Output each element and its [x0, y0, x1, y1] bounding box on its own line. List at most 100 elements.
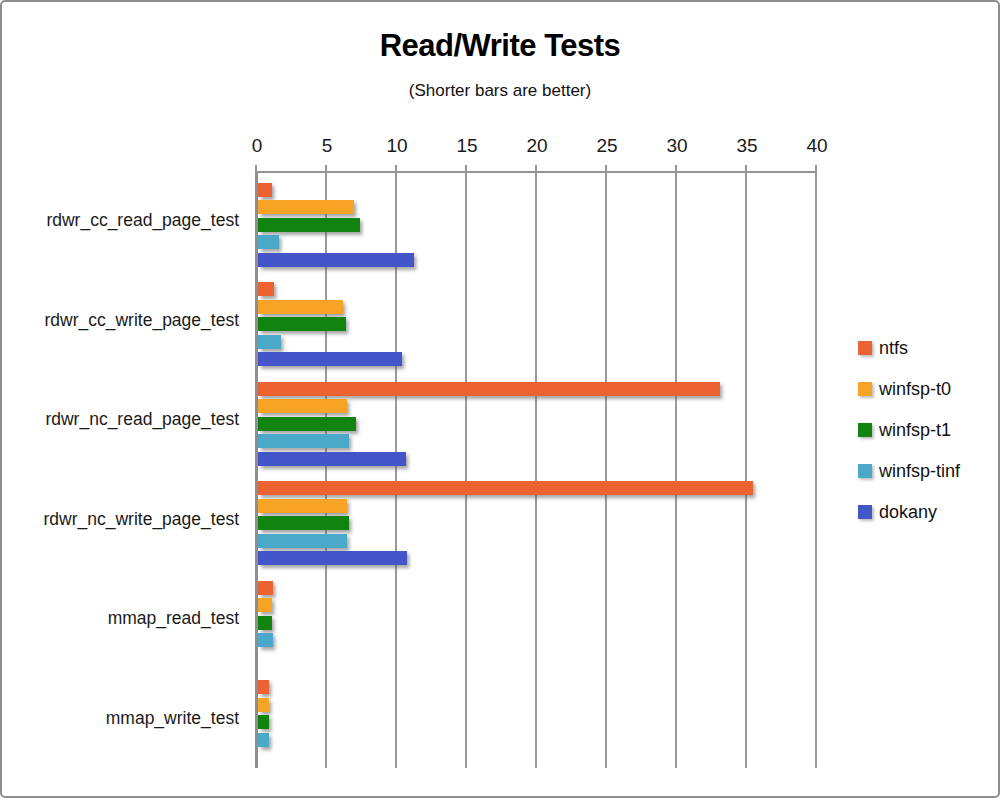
x-tick-label: 30 [666, 135, 687, 157]
axis-tick [605, 165, 607, 172]
category-label: rdwr_cc_read_page_test [2, 171, 242, 271]
x-tick-label: 40 [806, 135, 827, 157]
bar-slot [258, 481, 818, 495]
bar-dokany [258, 253, 415, 267]
legend-label: winfsp-t1 [879, 423, 951, 437]
bar-winfsp-tinf [258, 633, 273, 647]
bar-slot [258, 698, 818, 712]
bar-slot [258, 200, 818, 214]
x-tick-label: 0 [252, 135, 263, 157]
axis-tick [745, 165, 747, 172]
bar-ntfs [258, 680, 269, 694]
bar-winfsp-t1 [258, 317, 346, 331]
bar-slot [258, 516, 818, 530]
axis-tick [465, 165, 467, 172]
x-tick-label: 15 [456, 135, 477, 157]
bar-slot [258, 680, 818, 694]
bar-slot [258, 317, 818, 331]
bar-ntfs [258, 581, 273, 595]
x-tick-label: 25 [596, 135, 617, 157]
bar-group-rdwr_nc_read_page_test [255, 372, 817, 472]
bar-slot [258, 235, 818, 249]
bar-slot [258, 651, 818, 665]
bar-winfsp-t1 [258, 616, 272, 630]
bar-slot [258, 335, 818, 349]
chart-frame: Read/Write Tests (Shorter bars are bette… [0, 0, 1000, 798]
bar-slot [258, 218, 818, 232]
x-tick-label: 20 [526, 135, 547, 157]
legend-item-winfsp-t0: winfsp-t0 [858, 382, 960, 396]
bar-slot [258, 282, 818, 296]
bar-winfsp-t0 [258, 300, 343, 314]
bar-ntfs [258, 282, 275, 296]
legend: ntfs winfsp-t0 winfsp-t1 winfsp-tinf dokany [858, 341, 960, 546]
plot-area [255, 171, 817, 768]
bar-winfsp-t0 [258, 499, 348, 513]
bar-slot [258, 499, 818, 513]
bar-winfsp-t0 [258, 698, 269, 712]
bar-winfsp-tinf [258, 235, 279, 249]
bar-group-rdwr_nc_write_page_test [255, 472, 817, 572]
legend-item-winfsp-tinf: winfsp-tinf [858, 464, 960, 478]
x-tick-label: 35 [736, 135, 757, 157]
bar-slot [258, 598, 818, 612]
bar-slot [258, 253, 818, 267]
legend-item-dokany: dokany [858, 505, 960, 519]
bar-ntfs [258, 183, 272, 197]
axis-tick [675, 165, 677, 172]
bar-dokany [258, 452, 406, 466]
axis-tick [325, 165, 327, 172]
legend-label: dokany [879, 505, 937, 519]
legend-item-ntfs: ntfs [858, 341, 960, 355]
bar-slot [258, 581, 818, 595]
bar-winfsp-t1 [258, 218, 360, 232]
bar-slot [258, 733, 818, 747]
bar-slot [258, 551, 818, 565]
bar-dokany [258, 352, 402, 366]
category-label: rdwr_cc_write_page_test [2, 271, 242, 371]
bar-slot [258, 352, 818, 366]
bar-group-rdwr_cc_write_page_test [255, 273, 817, 373]
legend-swatch [858, 382, 872, 396]
bar-winfsp-t1 [258, 417, 356, 431]
axis-tick [255, 165, 257, 172]
bar-slot [258, 417, 818, 431]
bar-winfsp-t0 [258, 598, 272, 612]
bar-slot [258, 300, 818, 314]
legend-swatch [858, 505, 872, 519]
bar-group-mmap_read_test [255, 571, 817, 671]
chart-subtitle: (Shorter bars are better) [2, 81, 998, 101]
bar-slot [258, 616, 818, 630]
bar-slot [258, 183, 818, 197]
category-label: rdwr_nc_write_page_test [2, 470, 242, 570]
bar-slot [258, 750, 818, 764]
bar-winfsp-t1 [258, 715, 270, 729]
bar-winfsp-tinf [258, 434, 349, 448]
legend-label: winfsp-t0 [879, 382, 951, 396]
bar-winfsp-t1 [258, 516, 349, 530]
bar-winfsp-tinf [258, 733, 269, 747]
bar-group-mmap_write_test [255, 671, 817, 771]
legend-swatch [858, 341, 872, 355]
chart-title: Read/Write Tests [2, 28, 998, 64]
bar-ntfs [258, 481, 754, 495]
category-label: mmap_write_test [2, 669, 242, 769]
bar-slot [258, 715, 818, 729]
x-tick-label: 10 [386, 135, 407, 157]
x-tick-label: 5 [322, 135, 333, 157]
legend-label: ntfs [879, 341, 908, 355]
bar-slot [258, 633, 818, 647]
bar-winfsp-t0 [258, 399, 348, 413]
bar-ntfs [258, 382, 720, 396]
category-label: mmap_read_test [2, 569, 242, 669]
bar-slot [258, 534, 818, 548]
x-axis: 0510152025303540 [255, 135, 816, 161]
bar-slot [258, 434, 818, 448]
legend-swatch [858, 423, 872, 437]
category-label: rdwr_nc_read_page_test [2, 370, 242, 470]
bar-slot [258, 452, 818, 466]
bar-group-rdwr_cc_read_page_test [255, 173, 817, 273]
y-axis-category-labels: rdwr_cc_read_page_testrdwr_cc_write_page… [2, 171, 242, 768]
bar-winfsp-t0 [258, 200, 355, 214]
bar-winfsp-tinf [258, 534, 348, 548]
